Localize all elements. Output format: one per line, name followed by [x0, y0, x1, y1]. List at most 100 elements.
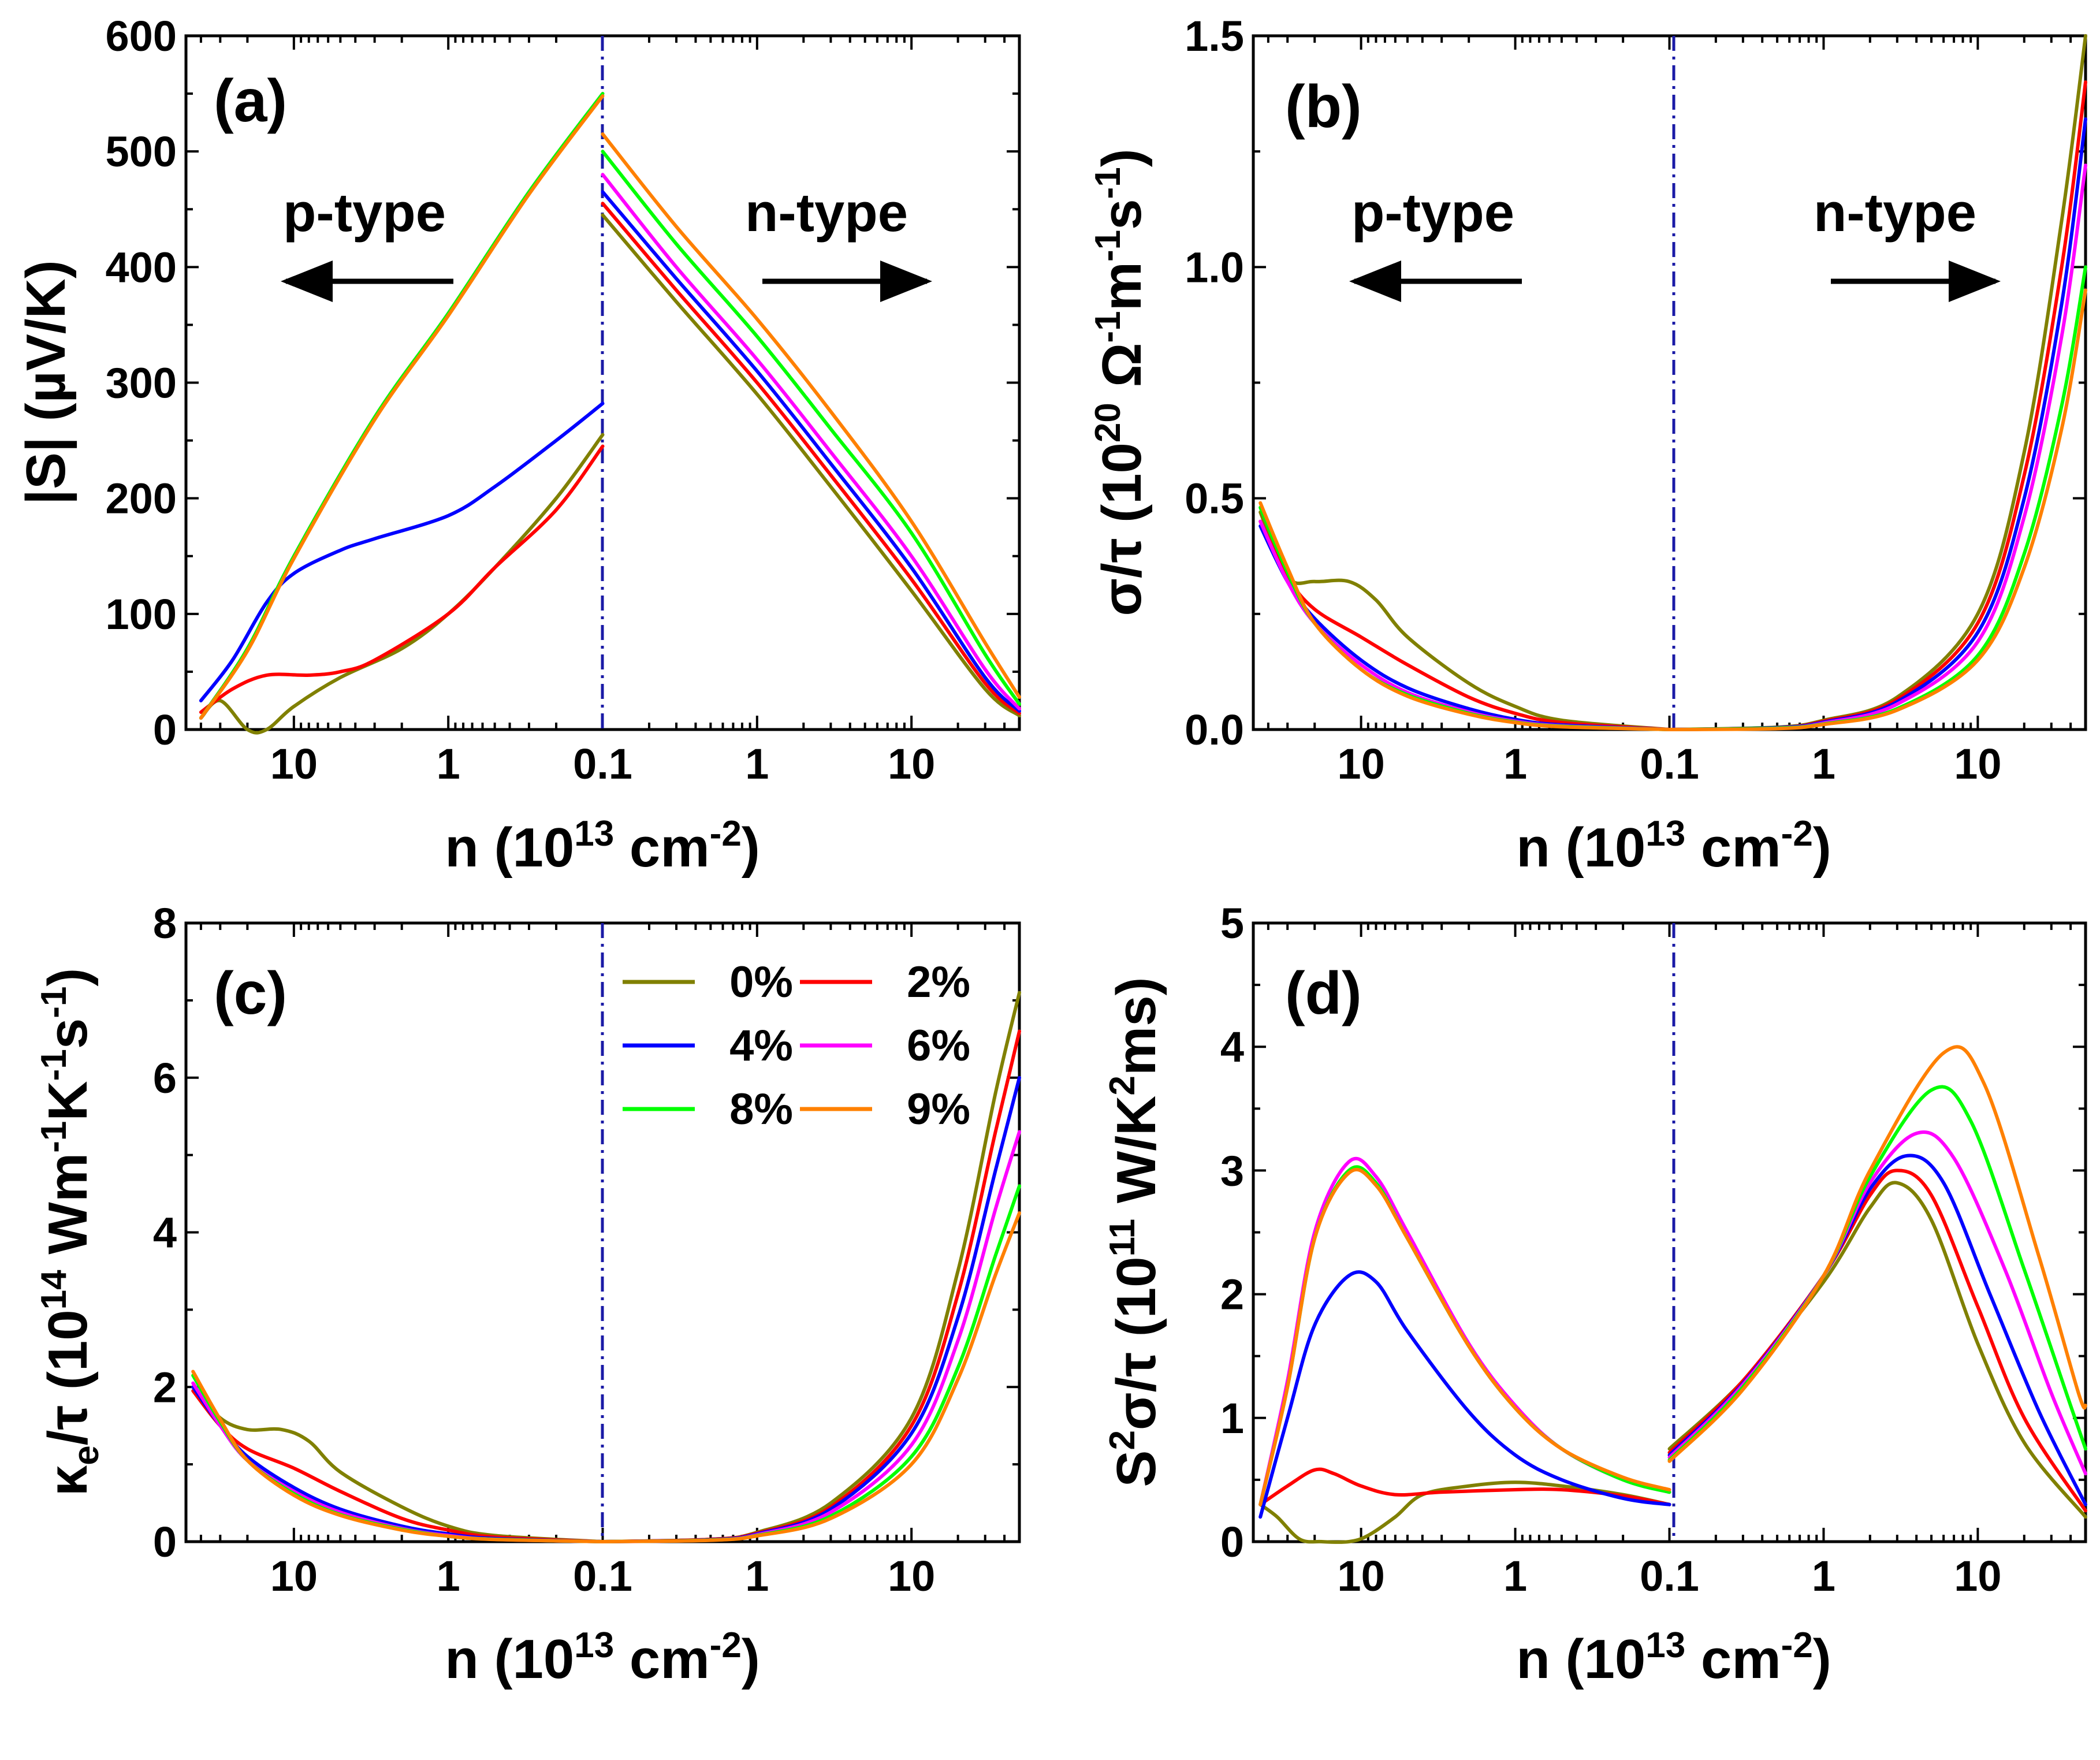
x-label-main: n (10	[445, 1628, 574, 1690]
panel-d-y-axis-label: S2σ/τ (1011 W/K2ms)	[1103, 977, 1167, 1487]
legend-label: 4%	[729, 1021, 793, 1070]
y-tick-label: 0.5	[1185, 475, 1244, 523]
y-label-d-4: ms)	[1105, 977, 1167, 1076]
y-tick-label: 0	[153, 706, 177, 754]
y-tick-label: 2	[153, 1363, 177, 1411]
panel-c-label: (c)	[214, 960, 287, 1027]
series-9pct-n-type-line	[1670, 290, 2086, 730]
series-6pct-n-type-line	[603, 174, 1020, 709]
series-0pct-n-type-line	[1670, 1182, 2086, 1517]
legend-label: 9%	[907, 1085, 970, 1134]
x-label-exp: 13	[574, 1625, 614, 1665]
x-label-close: )	[742, 817, 760, 879]
x-label-close: )	[1813, 1628, 1831, 1690]
x-label-unit-exp: -2	[1781, 1625, 1813, 1665]
x-label-main: n (10	[445, 817, 574, 879]
x-label-unit: cm	[1685, 1628, 1781, 1690]
series-0pct-n-type-line	[603, 215, 1020, 716]
y-label-d-exp1: 2	[1103, 1430, 1142, 1450]
x-label-exp: 13	[1645, 814, 1685, 854]
y-label-d-1: S	[1105, 1450, 1167, 1487]
y-label-b-2: Ω	[1091, 343, 1153, 403]
x-label-unit: cm	[1685, 817, 1781, 879]
y-tick-label: 6	[153, 1054, 177, 1102]
y-label-c-6: )	[37, 968, 99, 987]
y-label-c-exp1: 14	[34, 1270, 74, 1309]
series-4pct-p-type-line	[201, 404, 603, 701]
y-tick-label: 3	[1220, 1147, 1244, 1195]
y-label-c-3: Wm	[37, 1153, 99, 1270]
x-tick-label: 0.1	[1640, 1552, 1699, 1600]
y-label-c-exp4: -1	[34, 987, 74, 1018]
series-2pct-p-type-line	[201, 446, 603, 712]
y-tick-label: 200	[106, 475, 177, 523]
y-label-a-1: |S| (	[15, 403, 77, 504]
panel-b-n-type-label: n-type	[1814, 182, 1976, 243]
y-label-d-exp2: 11	[1103, 1219, 1142, 1257]
x-label-close: )	[1813, 817, 1831, 879]
x-tick-label: 1	[1812, 740, 1835, 788]
y-label-b-3: m	[1091, 262, 1153, 311]
y-label-b-1: σ/τ (10	[1091, 442, 1153, 616]
panel-d: 01234510 1 0.1 1 10 (d) n (1013 cm-2) S2σ/τ …	[1103, 899, 2086, 1690]
y-label-c-exp3: -1	[34, 1049, 74, 1081]
legend-label: 2%	[907, 958, 970, 1007]
y-label-b-exp2: -1	[1088, 311, 1128, 343]
y-tick-label: 300	[106, 359, 177, 407]
panel-a-label: (a)	[214, 68, 287, 135]
panel-c-curves	[193, 993, 1019, 1542]
series-4pct-p-type-line	[1260, 526, 1669, 730]
series-9pct-n-type-line	[603, 1213, 1020, 1542]
y-label-c-exp2: -1	[34, 1121, 74, 1153]
y-tick-label: 500	[106, 128, 177, 176]
x-label-exp: 13	[574, 814, 614, 854]
panel-d-x-axis-label: n (1013 cm-2)	[1516, 1625, 1831, 1690]
x-tick-label: 10	[270, 740, 318, 788]
panel-b-x-axis-label: n (1013 cm-2)	[1516, 814, 1831, 879]
y-label-b-exp1: 20	[1088, 403, 1128, 442]
y-label-c-1: κ	[37, 1465, 99, 1496]
y-tick-label: 5	[1220, 899, 1244, 947]
panel-a-x-axis-label: n (1013 cm-2)	[445, 814, 760, 879]
y-label-b-exp3: -1	[1088, 230, 1128, 262]
y-tick-label: 4	[153, 1209, 177, 1257]
x-label-main: n (10	[1516, 1628, 1645, 1690]
panel-c-y-axis-label: κe/τ (1014 Wm-1K-1s-1)	[34, 968, 106, 1497]
x-label-close: )	[742, 1628, 760, 1690]
x-label-unit-exp: -2	[1781, 814, 1813, 854]
x-tick-label: 0.1	[573, 740, 632, 788]
y-tick-label: 0	[153, 1518, 177, 1566]
x-tick-label: 10	[1954, 1552, 2001, 1600]
y-label-d-2: σ/τ (10	[1105, 1256, 1167, 1430]
series-0pct-n-type-line	[1670, 36, 2086, 730]
x-label-unit: cm	[614, 1628, 709, 1690]
x-tick-label: 10	[270, 1552, 318, 1600]
series-8pct-n-type-line	[603, 1186, 1020, 1542]
y-label-c-4: K	[37, 1081, 99, 1121]
series-6pct-p-type-line	[1260, 1159, 1669, 1505]
y-label-c-5: s	[37, 1018, 99, 1049]
panel-a-y-axis-label: |S| (µV/K)	[15, 260, 77, 505]
series-6pct-n-type-line	[603, 1132, 1020, 1542]
series-0pct-n-type-line	[603, 993, 1020, 1542]
y-tick-label: 1.0	[1185, 243, 1244, 291]
x-label-unit-exp: -2	[710, 814, 742, 854]
x-tick-label: 0.1	[573, 1552, 632, 1600]
y-tick-label: 0	[1220, 1518, 1244, 1566]
x-tick-label: 1	[745, 1552, 769, 1600]
legend-label: 0%	[729, 958, 793, 1007]
x-tick-label: 1	[437, 740, 460, 788]
x-label-main: n (10	[1516, 817, 1645, 879]
series-4pct-p-type-line	[1260, 1272, 1669, 1517]
panel-c: 0 2 4 6 8 10 1 0.1 1 10 (c) 0% 2% 4% 6% 8% 9% n (1013 …	[34, 899, 1019, 1690]
x-tick-label: 0.1	[1640, 740, 1699, 788]
panel-b-p-type-label: p-type	[1351, 182, 1514, 243]
x-tick-label: 10	[1954, 740, 2001, 788]
y-tick-label: 0.0	[1185, 706, 1244, 754]
x-label-unit-exp: -2	[710, 1625, 742, 1665]
x-label-unit: cm	[614, 817, 709, 879]
y-tick-label: 1.5	[1185, 12, 1244, 60]
y-tick-label: 2	[1220, 1271, 1244, 1319]
x-tick-label: 1	[1503, 1552, 1527, 1600]
